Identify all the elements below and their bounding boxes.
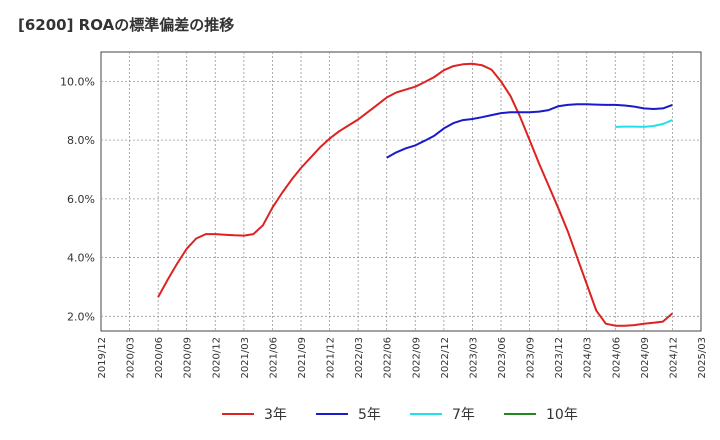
x-tick-label: 2023/12 bbox=[554, 337, 565, 379]
legend-label: 7年 bbox=[452, 407, 475, 423]
chart-title: [6200] ROAの標準偏差の推移 bbox=[18, 16, 235, 34]
x-tick-label: 2021/03 bbox=[240, 337, 251, 379]
x-tick-label: 2023/09 bbox=[526, 337, 537, 379]
x-tick-label: 2021/06 bbox=[268, 337, 279, 379]
legend-item: 7年 bbox=[410, 407, 475, 423]
y-tick-label: 8.0% bbox=[67, 134, 95, 147]
x-axis-ticks: 2019/12 2020/03 2020/06 2020/09 2020/12 2021/… bbox=[97, 337, 708, 379]
y-tick-label: 6.0% bbox=[67, 193, 95, 206]
series-line-1 bbox=[157, 62, 674, 327]
x-tick-label: 2021/09 bbox=[297, 337, 308, 379]
x-tick-label: 2019/12 bbox=[97, 337, 108, 379]
series-lines bbox=[157, 62, 674, 327]
legend-item: 10年 bbox=[504, 407, 578, 423]
x-tick-label: 2024/09 bbox=[640, 337, 651, 379]
x-tick-label: 2024/06 bbox=[611, 337, 622, 379]
x-tick-label: 2022/12 bbox=[440, 337, 451, 379]
series-line-3 bbox=[615, 119, 673, 128]
legend: 3年 5年 7年 10年 bbox=[222, 407, 578, 423]
legend-item: 5年 bbox=[316, 407, 381, 423]
x-tick-label: 2023/03 bbox=[468, 337, 479, 379]
legend-label: 10年 bbox=[546, 407, 578, 423]
x-tick-label: 2020/03 bbox=[126, 337, 137, 379]
x-tick-label: 2020/12 bbox=[211, 337, 222, 379]
y-tick-label: 10.0% bbox=[60, 75, 95, 88]
y-tick-label: 2.0% bbox=[67, 310, 95, 323]
x-tick-label: 2021/12 bbox=[326, 337, 337, 379]
x-tick-label: 2024/03 bbox=[583, 337, 594, 379]
x-tick-label: 2022/03 bbox=[354, 337, 365, 379]
x-tick-label: 2022/09 bbox=[411, 337, 422, 379]
plot-area bbox=[100, 51, 702, 332]
x-tick-label: 2024/12 bbox=[668, 337, 679, 379]
grid-lines bbox=[101, 52, 701, 331]
x-tick-label: 2022/06 bbox=[383, 337, 394, 379]
legend-label: 3年 bbox=[264, 407, 287, 423]
x-tick-label: 2025/03 bbox=[697, 337, 708, 379]
legend-item: 3年 bbox=[222, 407, 287, 423]
series-line-2 bbox=[386, 103, 673, 159]
x-tick-label: 2023/06 bbox=[497, 337, 508, 379]
y-tick-label: 4.0% bbox=[67, 252, 95, 265]
legend-label: 5年 bbox=[358, 407, 381, 423]
y-axis-ticks: 2.0% 4.0% 6.0% 8.0% 10.0% bbox=[60, 75, 95, 323]
x-tick-label: 2020/09 bbox=[183, 337, 194, 379]
x-tick-label: 2020/06 bbox=[154, 337, 165, 379]
